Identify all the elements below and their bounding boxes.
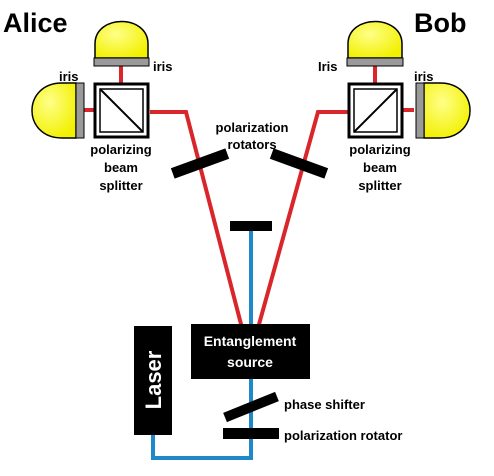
alice-top-iris-label: iris — [153, 59, 173, 74]
polarization-rotators-label-line1: polarization — [216, 120, 289, 135]
bob-polarization-rotator-plate — [269, 148, 329, 179]
bob-splitter-label-line2: beam — [363, 160, 397, 175]
alice-left-detector-dome — [31, 82, 77, 139]
entanglement-source-box — [191, 324, 310, 379]
bob-right-detector-dome — [423, 82, 471, 139]
alice-polarizing-beam-splitter — [93, 82, 150, 139]
bob-red-beam — [256, 110, 350, 329]
bob-right-iris — [415, 82, 425, 139]
bob-top-iris — [346, 57, 404, 67]
alice-top-iris — [93, 57, 150, 67]
bob-top-detector-dome — [347, 20, 403, 59]
bob-name: Bob — [414, 8, 466, 38]
entanglement-source-label-line2: source — [227, 354, 273, 370]
laser-label: Laser — [141, 350, 166, 409]
alice-left-detector — [31, 82, 85, 139]
alice-red-beam — [150, 110, 244, 329]
beam-block — [230, 221, 272, 231]
bob-top-detector — [346, 20, 404, 67]
alice-left-iris — [75, 82, 85, 139]
bob-polarizing-beam-splitter — [347, 82, 404, 139]
polarization-rotator-plate — [223, 428, 279, 439]
alice-splitter-label-line2: beam — [104, 160, 138, 175]
alice-top-detector — [93, 20, 150, 67]
alice-polarization-rotator-plate — [170, 148, 230, 179]
bob-splitter-label-line1: polarizing — [349, 142, 410, 157]
alice-top-detector-dome — [94, 20, 149, 59]
red-beam-paths — [82, 62, 414, 329]
bob-splitter-label-line3: splitter — [358, 178, 401, 193]
entanglement-source-label-line1: Entanglement — [204, 333, 297, 349]
blue-beam-path — [151, 230, 253, 460]
polarization-rotator-label: polarization rotator — [284, 428, 402, 443]
laser-box — [134, 326, 172, 435]
bob-right-detector — [415, 82, 471, 139]
bob-top-iris-label: Iris — [318, 59, 338, 74]
blue-beam-laser-loop — [151, 378, 253, 460]
alice-name: Alice — [3, 8, 68, 38]
phase-shifter-plate — [223, 391, 279, 423]
phase-shifter-label: phase shifter — [284, 397, 365, 412]
alice-splitter-label-line1: polarizing — [90, 142, 151, 157]
bob-right-iris-label: iris — [414, 69, 434, 84]
alice-splitter-label-line3: splitter — [99, 178, 142, 193]
polarization-rotators-label-line2: rotators — [227, 137, 276, 152]
alice-left-iris-label: iris — [59, 69, 79, 84]
